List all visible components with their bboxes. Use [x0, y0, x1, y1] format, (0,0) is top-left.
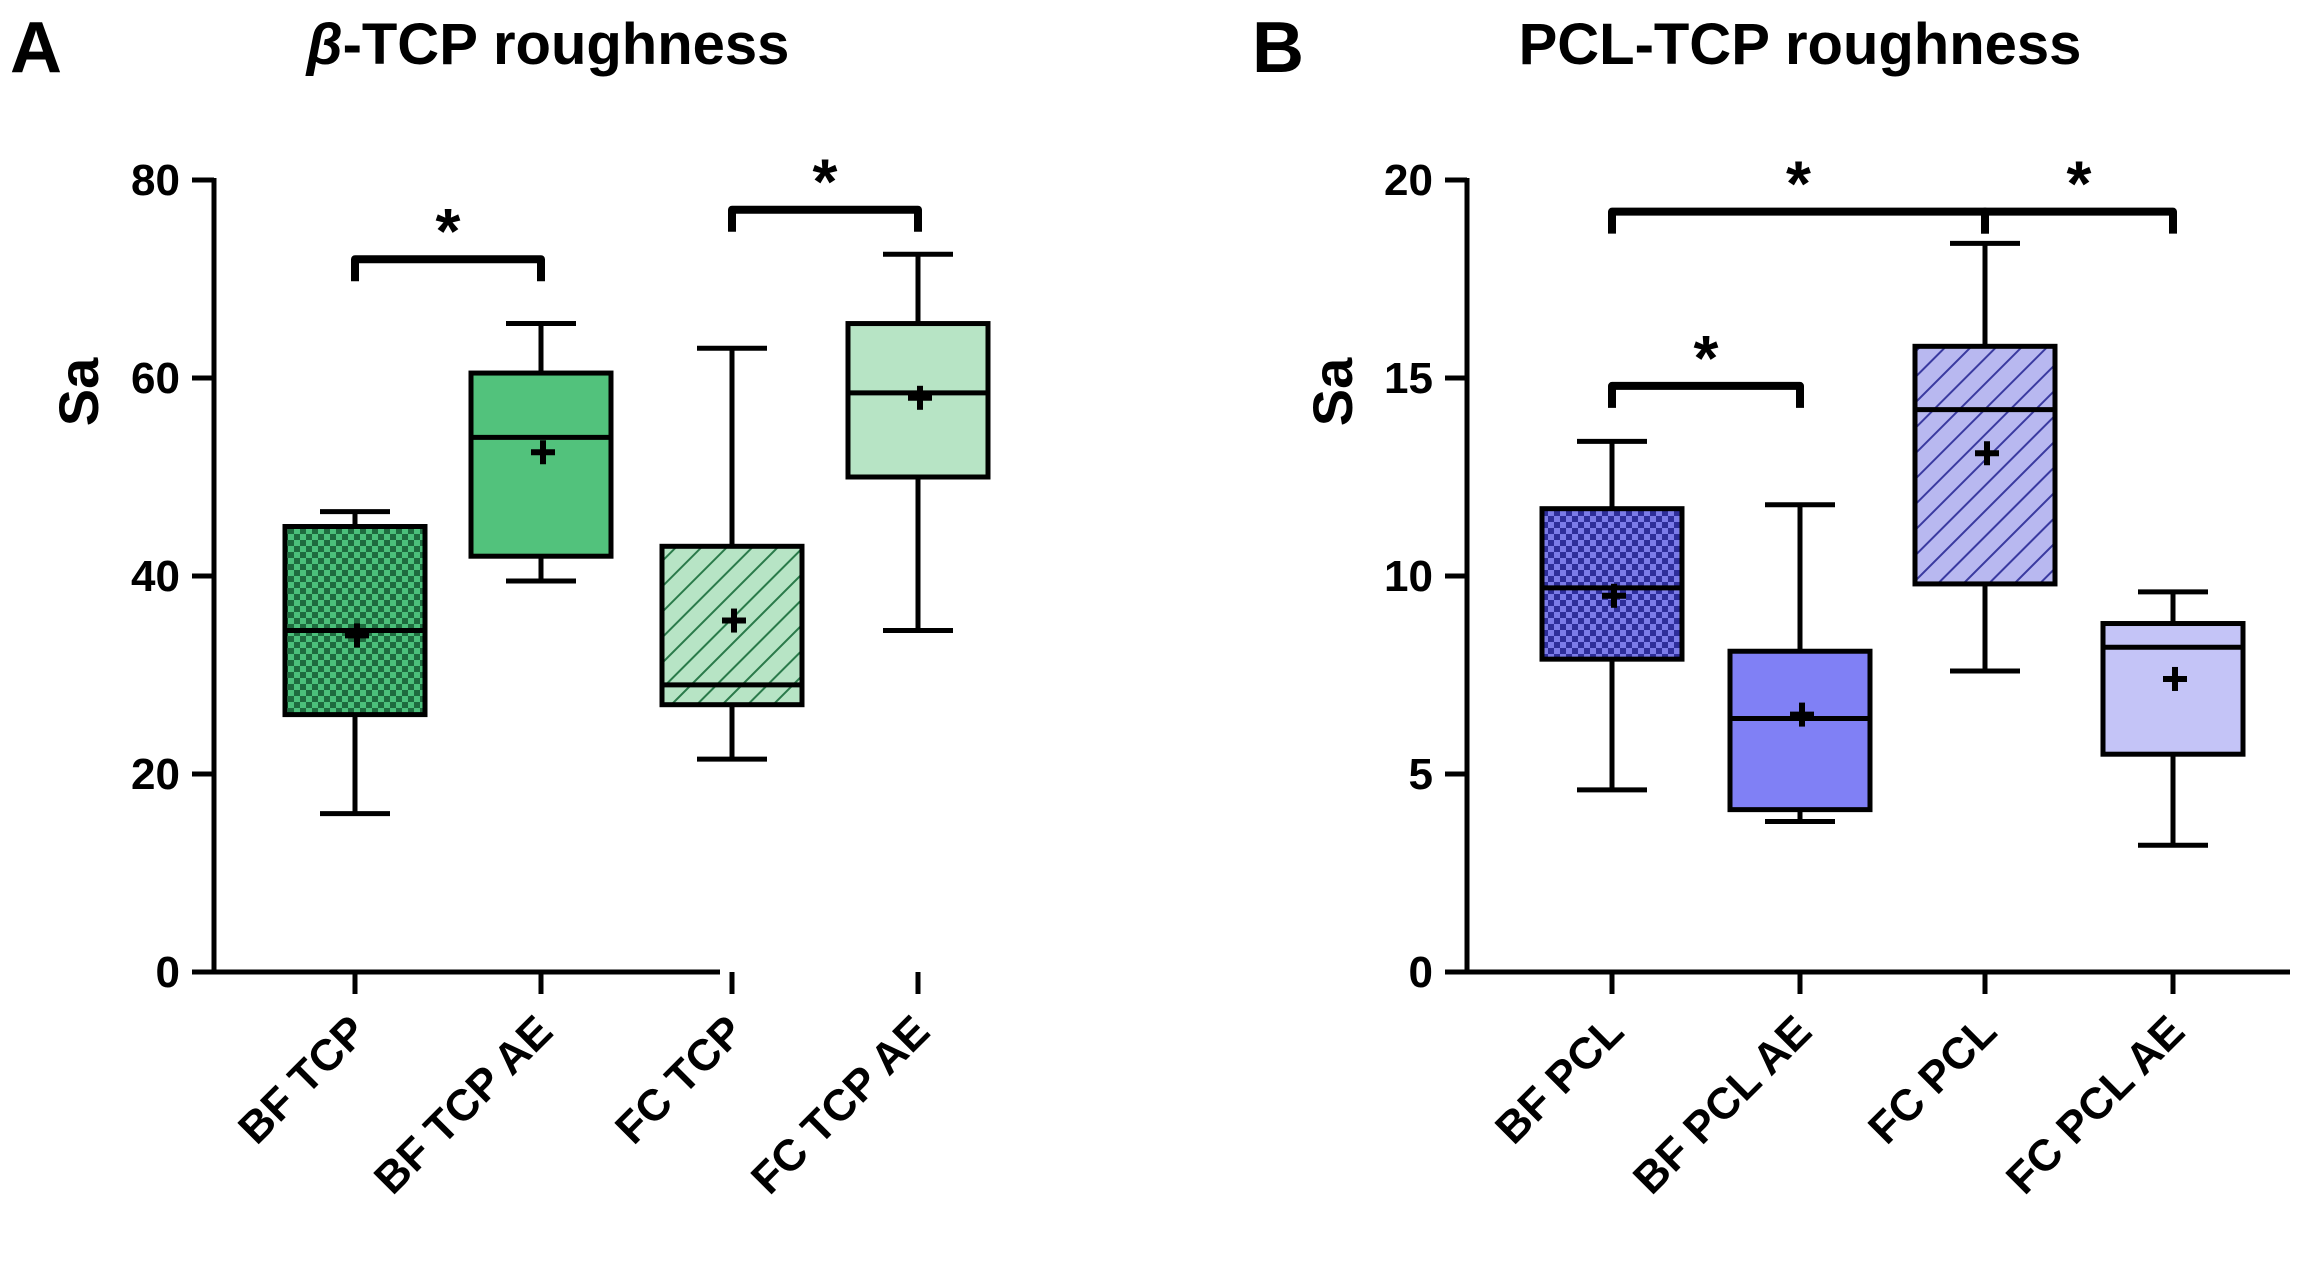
panel-b-letter: B	[1252, 8, 1304, 88]
y-tick-label: 80	[131, 156, 180, 205]
x-tick-label: BF PCL AE	[1624, 1006, 1821, 1203]
x-tick-label: BF PCL	[1486, 1006, 1633, 1153]
x-tick-label: FC PCL AE	[1997, 1006, 2194, 1203]
significance-bracket	[728, 205, 922, 232]
x-tick-label: BF TCP AE	[365, 1006, 562, 1203]
box-iqr	[468, 370, 614, 559]
y-tick-label: 10	[1384, 552, 1433, 601]
y-tick-label: 0	[1409, 948, 1433, 997]
y-tick-label: 40	[131, 552, 180, 601]
box-fc-pcl-ae	[2100, 589, 2246, 848]
panel-a-letter: A	[10, 8, 62, 88]
box-fc-tcp	[659, 345, 805, 762]
y-tick-label: 60	[131, 354, 180, 403]
y-tick-label: 5	[1409, 750, 1433, 799]
x-tick-label: FC PCL	[1859, 1006, 2006, 1153]
panel-a-title-rest: -TCP roughness	[343, 12, 790, 77]
panel-b-ylabel: Sa	[1301, 357, 1364, 426]
significance-star: *	[1786, 148, 1811, 220]
box-iqr	[282, 524, 428, 718]
significance-star: *	[436, 195, 461, 267]
y-tick-label: 0	[156, 948, 180, 997]
panel-b: B PCL-TCP roughness Sa 0 5 10 15 20 BF PCLBF …	[1252, 8, 2290, 1204]
x-tick-label: BF TCP	[229, 1006, 376, 1153]
x-tick-label: FC TCP	[606, 1006, 753, 1153]
significance-bracket	[351, 255, 545, 282]
box-iqr	[1727, 648, 1873, 813]
y-tick-label: 15	[1384, 354, 1433, 403]
panel-a-ylabel: Sa	[47, 357, 110, 426]
box-bf-pcl	[1539, 438, 1685, 793]
y-tick-label: 20	[1384, 156, 1433, 205]
y-tick-label: 20	[131, 750, 180, 799]
panel-a-title-symbol: β	[305, 12, 343, 77]
box-iqr	[1539, 506, 1685, 662]
panel-a-title: β-TCP roughness	[305, 12, 790, 77]
significance-star: *	[1694, 322, 1719, 394]
panel-b-title: PCL-TCP roughness	[1519, 12, 2082, 77]
significance-star: *	[813, 146, 838, 218]
x-tick-label: FC TCP AE	[742, 1006, 939, 1203]
box-bf-tcp	[282, 509, 428, 817]
box-fc-tcp-ae	[845, 251, 991, 633]
box-fc-pcl	[1912, 240, 2058, 674]
significance-bracket	[1981, 207, 2177, 234]
box-bf-pcl-ae	[1727, 502, 1873, 825]
significance-star: *	[2067, 148, 2092, 220]
significance-bracket	[1608, 381, 1804, 408]
panel-b-title-rest: PCL-TCP roughness	[1519, 12, 2082, 77]
box-bf-tcp-ae	[468, 321, 614, 584]
